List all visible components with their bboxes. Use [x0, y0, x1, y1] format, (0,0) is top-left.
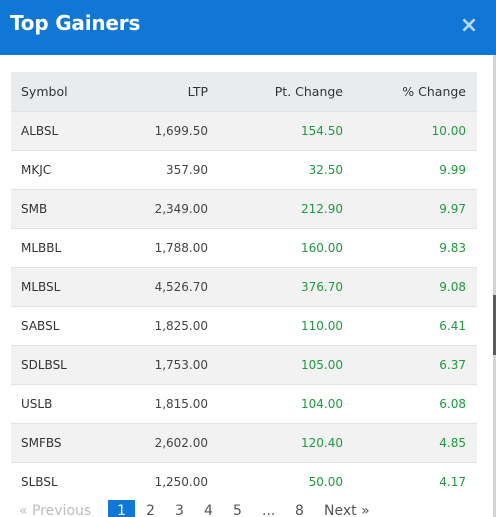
- cell-pt-change: 105.00: [301, 357, 343, 372]
- cell-pct-change: 9.83: [439, 240, 466, 255]
- cell-ltp: 1,788.00: [154, 240, 208, 255]
- pagination-next[interactable]: Next »: [324, 503, 370, 517]
- table-row[interactable]: MLBSL 4,526.70 376.70 9.08: [11, 267, 477, 306]
- scrollbar-thumb[interactable]: [493, 295, 496, 355]
- pagination-page-2[interactable]: 2: [146, 503, 155, 517]
- cell-pt-change: 160.00: [301, 240, 343, 255]
- cell-symbol: SDLBSL: [21, 357, 67, 372]
- cell-pt-change: 110.00: [301, 318, 343, 333]
- scrollbar-track[interactable]: [493, 55, 496, 517]
- cell-pt-change: 376.70: [301, 279, 343, 294]
- cell-pt-change: 104.00: [301, 396, 343, 411]
- cell-pct-change: 9.99: [439, 162, 466, 177]
- cell-pt-change: 212.90: [301, 201, 343, 216]
- table-body: ALBSL 1,699.50 154.50 10.00 MKJC 357.90 32.50 9…: [11, 111, 477, 501]
- cell-ltp: 1,250.00: [154, 474, 208, 489]
- table-row[interactable]: MKJC 357.90 32.50 9.99: [11, 150, 477, 189]
- cell-symbol: SMFBS: [21, 435, 62, 450]
- pagination-page-5[interactable]: 5: [233, 503, 242, 517]
- cell-ltp: 1,699.50: [154, 123, 208, 138]
- cell-ltp: 1,753.00: [154, 357, 208, 372]
- cell-symbol: SMB: [21, 201, 48, 216]
- cell-symbol: MLBSL: [21, 279, 61, 294]
- table-header-row: Symbol LTP Pt. Change % Change: [11, 72, 477, 111]
- cell-pct-change: 9.97: [439, 201, 466, 216]
- pagination: « Previous 1 2 3 4 5 ... 8 Next »: [0, 500, 496, 517]
- cell-ltp: 2,349.00: [154, 201, 208, 216]
- pagination-previous[interactable]: « Previous: [19, 503, 92, 517]
- cell-symbol: MKJC: [21, 162, 52, 177]
- cell-pt-change: 120.40: [301, 435, 343, 450]
- modal-header: Top Gainers ×: [0, 0, 496, 55]
- table-row[interactable]: SDLBSL 1,753.00 105.00 6.37: [11, 345, 477, 384]
- cell-ltp: 4,526.70: [154, 279, 208, 294]
- cell-symbol: SLBSL: [21, 474, 58, 489]
- column-header-ltp[interactable]: LTP: [187, 83, 208, 99]
- table-row[interactable]: MLBBL 1,788.00 160.00 9.83: [11, 228, 477, 267]
- gainers-table-container: Symbol LTP Pt. Change % Change ALBSL 1,69…: [11, 72, 477, 501]
- cell-pct-change: 9.08: [439, 279, 466, 294]
- cell-ltp: 1,815.00: [154, 396, 208, 411]
- cell-pct-change: 6.41: [439, 318, 466, 333]
- table-row[interactable]: SMB 2,349.00 212.90 9.97: [11, 189, 477, 228]
- pagination-ellipsis: ...: [262, 503, 276, 517]
- cell-ltp: 357.90: [166, 162, 208, 177]
- pagination-page-3[interactable]: 3: [175, 503, 184, 517]
- pagination-page-8[interactable]: 8: [295, 503, 304, 517]
- cell-ltp: 1,825.00: [154, 318, 208, 333]
- cell-symbol: MLBBL: [21, 240, 62, 255]
- cell-symbol: USLB: [21, 396, 53, 411]
- cell-pct-change: 6.37: [439, 357, 466, 372]
- table-row[interactable]: ALBSL 1,699.50 154.50 10.00: [11, 111, 477, 150]
- cell-pct-change: 10.00: [431, 123, 466, 138]
- cell-pt-change: 50.00: [308, 474, 343, 489]
- cell-pct-change: 4.17: [439, 474, 466, 489]
- column-header-pt-change[interactable]: Pt. Change: [274, 83, 343, 99]
- cell-ltp: 2,602.00: [154, 435, 208, 450]
- pagination-page-1[interactable]: 1: [108, 500, 135, 517]
- table-row[interactable]: SABSL 1,825.00 110.00 6.41: [11, 306, 477, 345]
- gainers-table: Symbol LTP Pt. Change % Change ALBSL 1,69…: [11, 72, 477, 501]
- cell-pct-change: 4.85: [439, 435, 466, 450]
- modal-title: Top Gainers: [10, 11, 141, 35]
- pagination-page-4[interactable]: 4: [204, 503, 213, 517]
- cell-symbol: SABSL: [21, 318, 60, 333]
- cell-pt-change: 32.50: [308, 162, 343, 177]
- cell-symbol: ALBSL: [21, 123, 59, 138]
- close-button[interactable]: ×: [459, 13, 479, 38]
- column-header-pct-change[interactable]: % Change: [402, 83, 466, 99]
- cell-pt-change: 154.50: [301, 123, 343, 138]
- table-row[interactable]: SLBSL 1,250.00 50.00 4.17: [11, 462, 477, 501]
- table-row[interactable]: SMFBS 2,602.00 120.40 4.85: [11, 423, 477, 462]
- table-row[interactable]: USLB 1,815.00 104.00 6.08: [11, 384, 477, 423]
- cell-pct-change: 6.08: [439, 396, 466, 411]
- column-header-symbol[interactable]: Symbol: [21, 83, 68, 99]
